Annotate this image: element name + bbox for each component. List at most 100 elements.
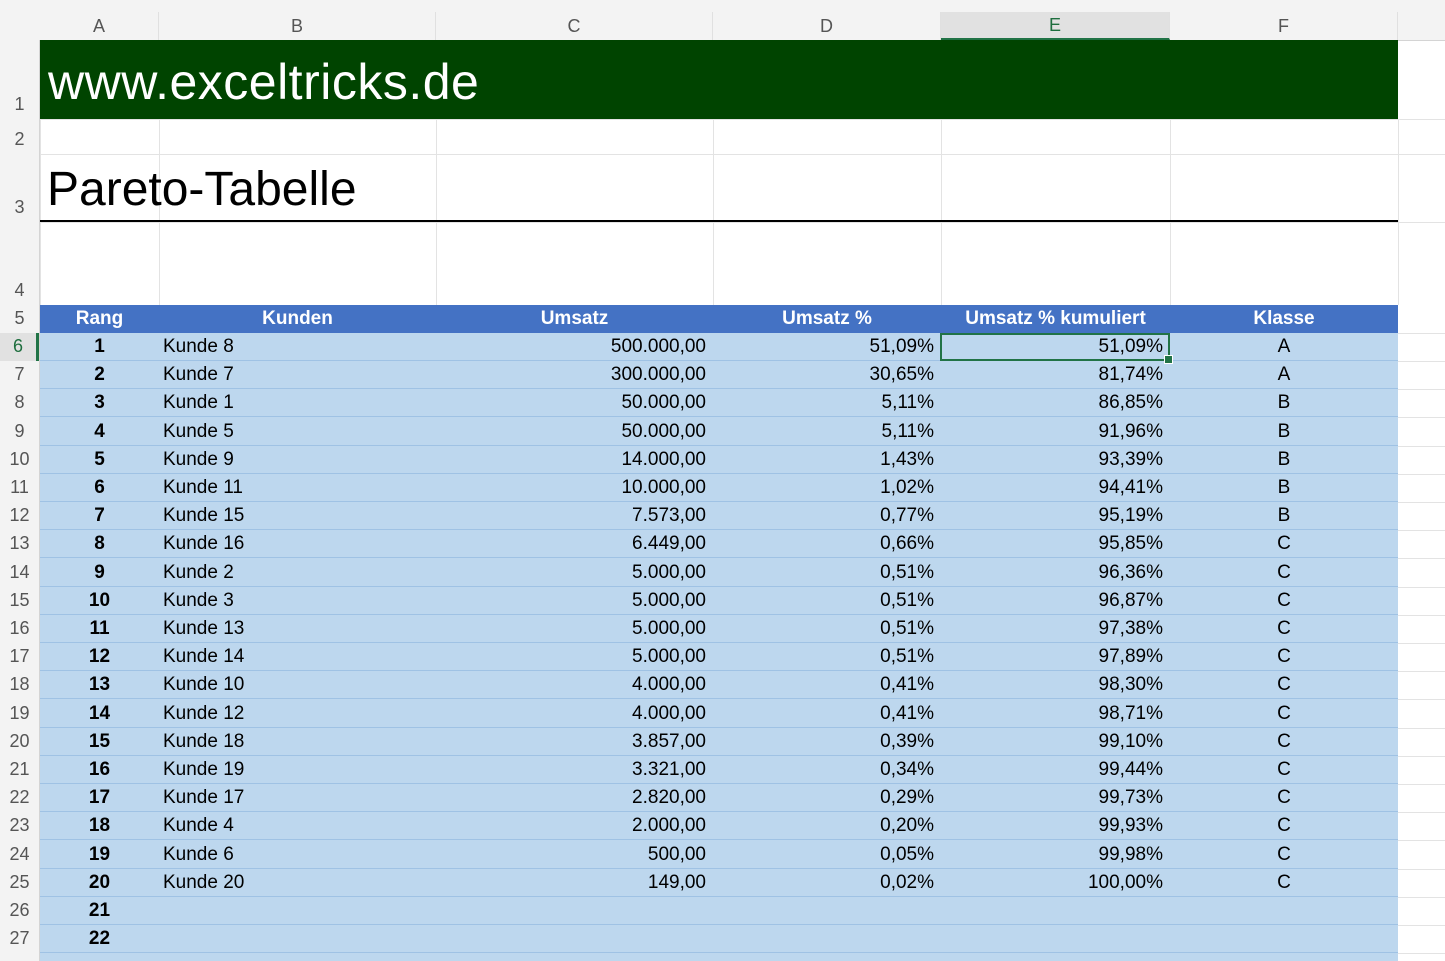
cell-umsatz-prozent[interactable]: 0,41% xyxy=(880,674,934,696)
cell-umsatz-prozent[interactable]: 0,77% xyxy=(880,505,934,527)
cell-rang[interactable]: 11 xyxy=(89,618,110,639)
cell-kunde[interactable]: Kunde 18 xyxy=(163,730,245,752)
row-header-2[interactable]: 2 xyxy=(14,129,25,149)
cell-umsatz-kumuliert[interactable]: 81,74% xyxy=(1098,364,1163,386)
cell-umsatz-kumuliert[interactable]: 98,30% xyxy=(1098,674,1163,696)
cell-rang[interactable]: 13 xyxy=(88,674,111,696)
cell-klasse[interactable]: B xyxy=(1277,420,1291,442)
cell-umsatz-kumuliert[interactable]: 99,10% xyxy=(1098,730,1163,752)
row-header-22[interactable]: 22 xyxy=(9,787,30,808)
row-header-9[interactable]: 9 xyxy=(14,420,25,441)
cell-kunde[interactable]: Kunde 4 xyxy=(163,815,234,837)
cell-klasse[interactable]: C xyxy=(1277,871,1291,893)
cell-umsatz-kumuliert[interactable]: 51,09% xyxy=(1098,336,1163,357)
cell-klasse[interactable]: C xyxy=(1277,759,1291,780)
row-header-3[interactable]: 3 xyxy=(14,197,25,217)
row-header-13[interactable]: 13 xyxy=(9,533,30,554)
cell-umsatz[interactable]: 300.000,00 xyxy=(610,364,706,386)
cell-umsatz-prozent[interactable]: 0,51% xyxy=(880,646,934,668)
cell-kunde[interactable]: Kunde 1 xyxy=(163,392,234,414)
cell-umsatz[interactable]: 4.000,00 xyxy=(632,674,706,696)
cell-umsatz-prozent[interactable] xyxy=(713,925,941,953)
cell-rang[interactable]: 16 xyxy=(88,759,111,780)
cell-umsatz-prozent[interactable]: 0,51% xyxy=(880,589,934,611)
cell-umsatz[interactable]: 4.000,00 xyxy=(632,702,706,724)
cell-umsatz-kumuliert[interactable]: 91,96% xyxy=(1098,420,1163,442)
column-header-d[interactable]: D xyxy=(713,12,941,40)
header-rang[interactable]: Rang xyxy=(75,308,124,329)
cell-klasse[interactable]: B xyxy=(1277,477,1291,498)
cell-umsatz[interactable]: 10.000,00 xyxy=(621,477,706,498)
banner-cell[interactable]: www.exceltricks.de xyxy=(40,40,1398,119)
cell-kunde[interactable]: Kunde 14 xyxy=(163,646,245,668)
cell-kunde[interactable]: Kunde 17 xyxy=(163,787,245,809)
row-header-1[interactable]: 1 xyxy=(14,94,25,114)
cell-umsatz-prozent[interactable]: 1,43% xyxy=(880,448,934,470)
cell-rang[interactable]: 21 xyxy=(88,900,111,921)
column-header-f[interactable]: F xyxy=(1170,12,1398,40)
cell-kunde[interactable]: Kunde 13 xyxy=(163,618,245,639)
cell-rang[interactable] xyxy=(40,953,159,961)
cell-umsatz[interactable]: 7.573,00 xyxy=(632,505,706,527)
row-header-20[interactable]: 20 xyxy=(9,730,30,751)
cell-rang[interactable]: 1 xyxy=(94,336,105,357)
cell-umsatz[interactable] xyxy=(436,897,713,925)
cell-umsatz[interactable]: 14.000,00 xyxy=(621,448,706,470)
row-header-17[interactable]: 17 xyxy=(9,646,30,667)
cell-umsatz[interactable]: 5.000,00 xyxy=(632,618,706,639)
cell-rang[interactable]: 8 xyxy=(94,533,105,555)
cell-umsatz-prozent[interactable]: 0,66% xyxy=(880,533,934,555)
cell-umsatz-prozent[interactable]: 5,11% xyxy=(881,420,934,442)
row-header-15[interactable]: 15 xyxy=(9,589,30,610)
cell-klasse[interactable] xyxy=(1170,925,1398,953)
column-header-e[interactable]: E xyxy=(941,12,1170,40)
cell-kunde[interactable]: Kunde 8 xyxy=(163,336,234,357)
cell-umsatz-kumuliert[interactable]: 100,00% xyxy=(1087,871,1163,893)
cell-umsatz-kumuliert[interactable]: 99,93% xyxy=(1098,815,1163,837)
cell-rang[interactable]: 22 xyxy=(88,928,111,950)
cell-umsatz-kumuliert[interactable]: 99,98% xyxy=(1098,843,1163,865)
cell-rang[interactable]: 9 xyxy=(94,561,105,583)
cell-rang[interactable]: 19 xyxy=(88,843,111,865)
cell-umsatz-prozent[interactable]: 30,65% xyxy=(869,364,934,386)
cell-rang[interactable]: 4 xyxy=(94,420,105,442)
cell-umsatz-prozent[interactable]: 51,09% xyxy=(869,336,934,357)
cell-klasse[interactable]: C xyxy=(1277,674,1291,696)
cell-kunde[interactable]: Kunde 6 xyxy=(163,843,234,865)
cell-kunde[interactable]: Kunde 20 xyxy=(163,871,245,893)
cell-kunde[interactable]: Kunde 9 xyxy=(163,448,234,470)
cell-klasse[interactable]: C xyxy=(1277,787,1291,809)
row-header-24[interactable]: 24 xyxy=(9,843,30,864)
cell-rang[interactable]: 10 xyxy=(88,589,111,611)
cell-umsatz-kumuliert[interactable]: 95,19% xyxy=(1098,505,1163,527)
cell-rang[interactable]: 14 xyxy=(88,702,111,724)
cell-umsatz-prozent[interactable]: 5,11% xyxy=(881,392,934,414)
row-header-6[interactable]: 6 xyxy=(0,333,39,361)
cell-umsatz-kumuliert[interactable]: 96,36% xyxy=(1098,561,1163,583)
cell-umsatz-kumuliert[interactable]: 94,41% xyxy=(1098,477,1163,498)
cell-umsatz[interactable]: 5.000,00 xyxy=(632,646,706,668)
cell-umsatz-prozent[interactable]: 1,02% xyxy=(880,477,934,498)
cell-kunde[interactable]: Kunde 10 xyxy=(163,674,245,696)
cell-umsatz[interactable]: 3.321,00 xyxy=(632,759,706,780)
cell-umsatz-kumuliert[interactable]: 97,38% xyxy=(1098,618,1163,639)
cell-umsatz[interactable]: 50.000,00 xyxy=(621,420,706,442)
cell-umsatz-prozent[interactable]: 0,34% xyxy=(880,759,934,780)
cell-rang[interactable]: 5 xyxy=(94,448,105,470)
cell-umsatz[interactable]: 149,00 xyxy=(647,871,706,893)
cell-umsatz-kumuliert[interactable] xyxy=(941,897,1170,925)
cell-umsatz[interactable]: 5.000,00 xyxy=(632,589,706,611)
cell-umsatz[interactable]: 5.000,00 xyxy=(632,561,706,583)
cell-umsatz-prozent[interactable]: 0,29% xyxy=(880,787,934,809)
cell-umsatz-kumuliert[interactable]: 99,73% xyxy=(1098,787,1163,809)
row-header-11[interactable]: 11 xyxy=(10,476,29,497)
cell-umsatz-prozent[interactable]: 0,39% xyxy=(880,730,934,752)
cell-klasse[interactable]: C xyxy=(1277,618,1291,639)
cell-umsatz[interactable] xyxy=(436,925,713,953)
column-header-b[interactable]: B xyxy=(159,12,436,40)
cell-kunde[interactable]: Kunde 12 xyxy=(163,702,245,724)
row-header-5[interactable]: 5 xyxy=(14,308,25,328)
cell-kunde[interactable]: Kunde 19 xyxy=(163,759,245,780)
cell-umsatz-kumuliert[interactable]: 99,44% xyxy=(1098,759,1163,780)
cell-umsatz[interactable]: 2.820,00 xyxy=(632,787,706,809)
